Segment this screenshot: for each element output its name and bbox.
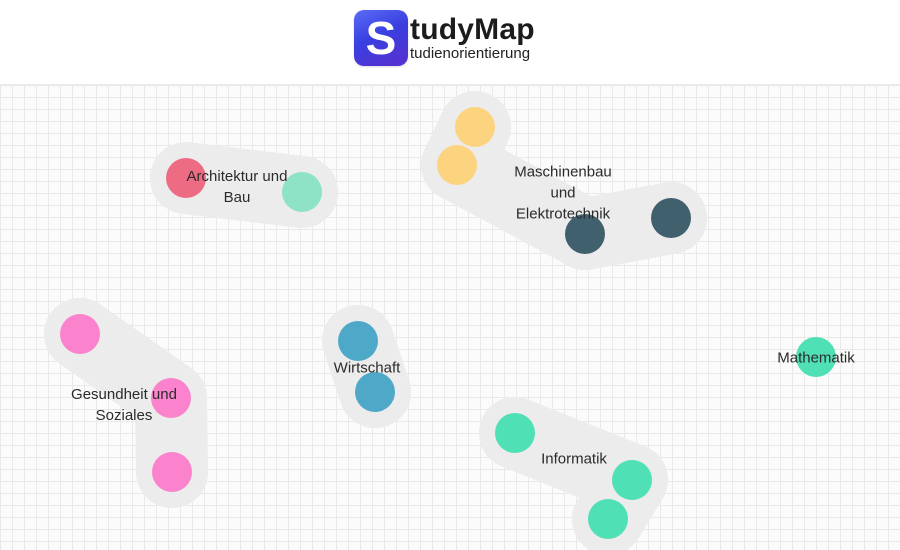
node-mathematik-1[interactable]	[796, 337, 836, 377]
node-informatik-1[interactable]	[495, 413, 535, 453]
cluster-nodes	[60, 107, 836, 539]
cluster-label-line: Gesundheit und	[71, 386, 177, 403]
studymap-logo[interactable]: S tudyMap tudienorientierung	[354, 10, 535, 70]
logo-badge-icon: S	[354, 10, 408, 66]
cluster-label-architektur[interactable]: Architektur und Bau	[187, 166, 288, 208]
cluster-label-line: und	[550, 184, 576, 202]
cluster-label-line: Informatik	[541, 450, 607, 468]
cluster-label-line: Elektrotechnik	[515, 205, 611, 223]
cluster-label-gesundheit[interactable]: Gesundheit und Soziales	[71, 384, 177, 426]
node-informatik-2[interactable]	[612, 460, 652, 500]
cluster-label-mathematik[interactable]: Mathematik	[777, 348, 855, 369]
cluster-label-line: Mathematik	[777, 349, 855, 367]
cluster-label-wirtschaft[interactable]: Wirtschaft	[334, 358, 401, 379]
cluster-label-line: Architektur und	[186, 168, 288, 185]
node-architektur-2[interactable]	[282, 172, 322, 212]
node-wirtschaft-1[interactable]	[338, 321, 378, 361]
node-maschinenbau-1[interactable]	[455, 107, 495, 147]
cluster-label-line: Bau	[223, 189, 251, 206]
node-gesundheit-2[interactable]	[151, 378, 191, 418]
header: S tudyMap tudienorientierung	[0, 0, 900, 85]
cluster-label-informatik[interactable]: Informatik	[541, 449, 607, 470]
logo-title: tudyMap	[410, 13, 535, 46]
node-gesundheit-1[interactable]	[60, 314, 100, 354]
study-map[interactable]: Architektur und Bau Maschinenbau und Elektro…	[0, 85, 900, 550]
cluster-label-line: Maschinenbau	[514, 163, 612, 181]
map-canvas[interactable]	[0, 85, 900, 550]
node-informatik-3[interactable]	[588, 499, 628, 539]
node-architektur-1[interactable]	[166, 158, 206, 198]
node-wirtschaft-2[interactable]	[355, 372, 395, 412]
node-maschinenbau-4[interactable]	[651, 198, 691, 238]
logo-subtitle: tudienorientierung	[410, 45, 531, 62]
node-maschinenbau-2[interactable]	[437, 145, 477, 185]
logo-text: tudyMap tudienorientierung	[410, 14, 535, 62]
cluster-label-line: Wirtschaft	[333, 359, 401, 377]
cluster-label-maschinenbau[interactable]: Maschinenbau und Elektrotechnik	[514, 162, 612, 225]
node-maschinenbau-3[interactable]	[565, 214, 605, 254]
node-gesundheit-3[interactable]	[152, 452, 192, 492]
cluster-label-line: Soziales	[95, 407, 153, 424]
